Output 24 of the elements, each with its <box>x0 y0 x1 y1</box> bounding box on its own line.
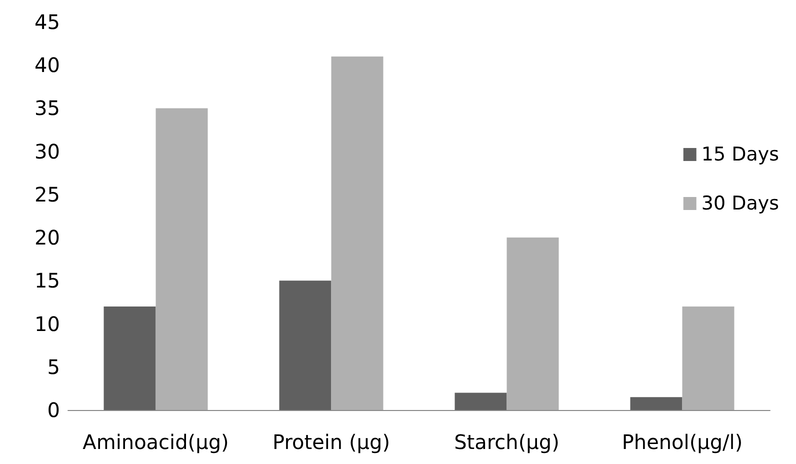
y-tick-label: 35 <box>34 96 60 120</box>
x-tick-label: Phenol(µg/l) <box>622 430 743 454</box>
y-tick-label: 40 <box>34 53 60 78</box>
y-tick-label: 20 <box>34 226 60 250</box>
y-tick-label: 0 <box>47 398 60 422</box>
bar <box>331 56 384 410</box>
x-tick-label: Protein (µg) <box>272 430 390 454</box>
y-tick-label: 25 <box>34 182 60 206</box>
y-tick-label: 45 <box>34 10 60 34</box>
x-tick-label: Aminoacid(µg) <box>82 430 229 454</box>
y-tick-label: 10 <box>34 312 60 336</box>
bar <box>156 108 208 410</box>
bar <box>506 238 559 410</box>
y-tick-label: 30 <box>34 139 60 164</box>
bar <box>279 280 332 410</box>
y-tick-label: 5 <box>47 354 60 379</box>
x-tick-label: Starch(µg) <box>454 430 560 454</box>
y-tick-label: 15 <box>34 268 60 293</box>
legend-label: 30 Days <box>701 192 780 214</box>
bar <box>630 397 682 410</box>
bar <box>454 392 507 410</box>
legend-label: 15 Days <box>701 144 780 166</box>
bar <box>682 306 734 410</box>
bar <box>104 306 156 410</box>
